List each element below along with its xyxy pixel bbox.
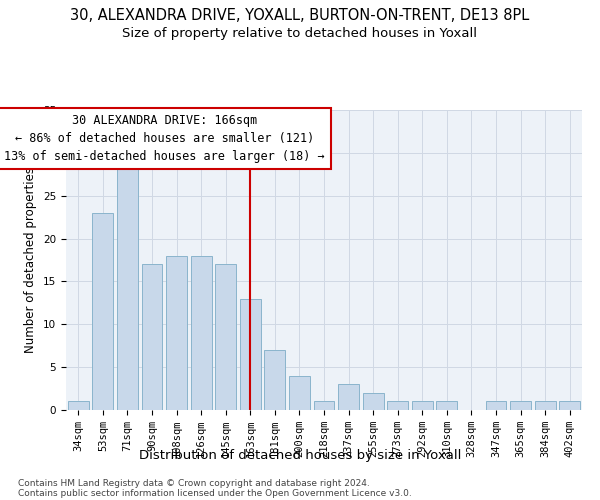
Text: Distribution of detached houses by size in Yoxall: Distribution of detached houses by size … xyxy=(139,448,461,462)
Bar xyxy=(215,264,236,410)
Bar xyxy=(166,256,187,410)
Bar xyxy=(68,402,89,410)
Bar xyxy=(510,402,531,410)
Text: 30, ALEXANDRA DRIVE, YOXALL, BURTON-ON-TRENT, DE13 8PL: 30, ALEXANDRA DRIVE, YOXALL, BURTON-ON-T… xyxy=(70,8,530,22)
Bar xyxy=(265,350,286,410)
Bar xyxy=(436,402,457,410)
Bar xyxy=(387,402,408,410)
Text: 30 ALEXANDRA DRIVE: 166sqm
← 86% of detached houses are smaller (121)
13% of sem: 30 ALEXANDRA DRIVE: 166sqm ← 86% of deta… xyxy=(4,114,325,164)
Bar xyxy=(142,264,163,410)
Text: Contains HM Land Registry data © Crown copyright and database right 2024.: Contains HM Land Registry data © Crown c… xyxy=(18,478,370,488)
Bar xyxy=(412,402,433,410)
Bar xyxy=(314,402,334,410)
Bar xyxy=(485,402,506,410)
Y-axis label: Number of detached properties: Number of detached properties xyxy=(25,167,37,353)
Bar xyxy=(117,162,138,410)
Bar xyxy=(338,384,359,410)
Bar xyxy=(559,402,580,410)
Bar xyxy=(92,213,113,410)
Text: Contains public sector information licensed under the Open Government Licence v3: Contains public sector information licen… xyxy=(18,488,412,498)
Bar xyxy=(535,402,556,410)
Text: Size of property relative to detached houses in Yoxall: Size of property relative to detached ho… xyxy=(122,28,478,40)
Bar xyxy=(191,256,212,410)
Bar xyxy=(240,298,261,410)
Bar xyxy=(362,393,383,410)
Bar xyxy=(289,376,310,410)
